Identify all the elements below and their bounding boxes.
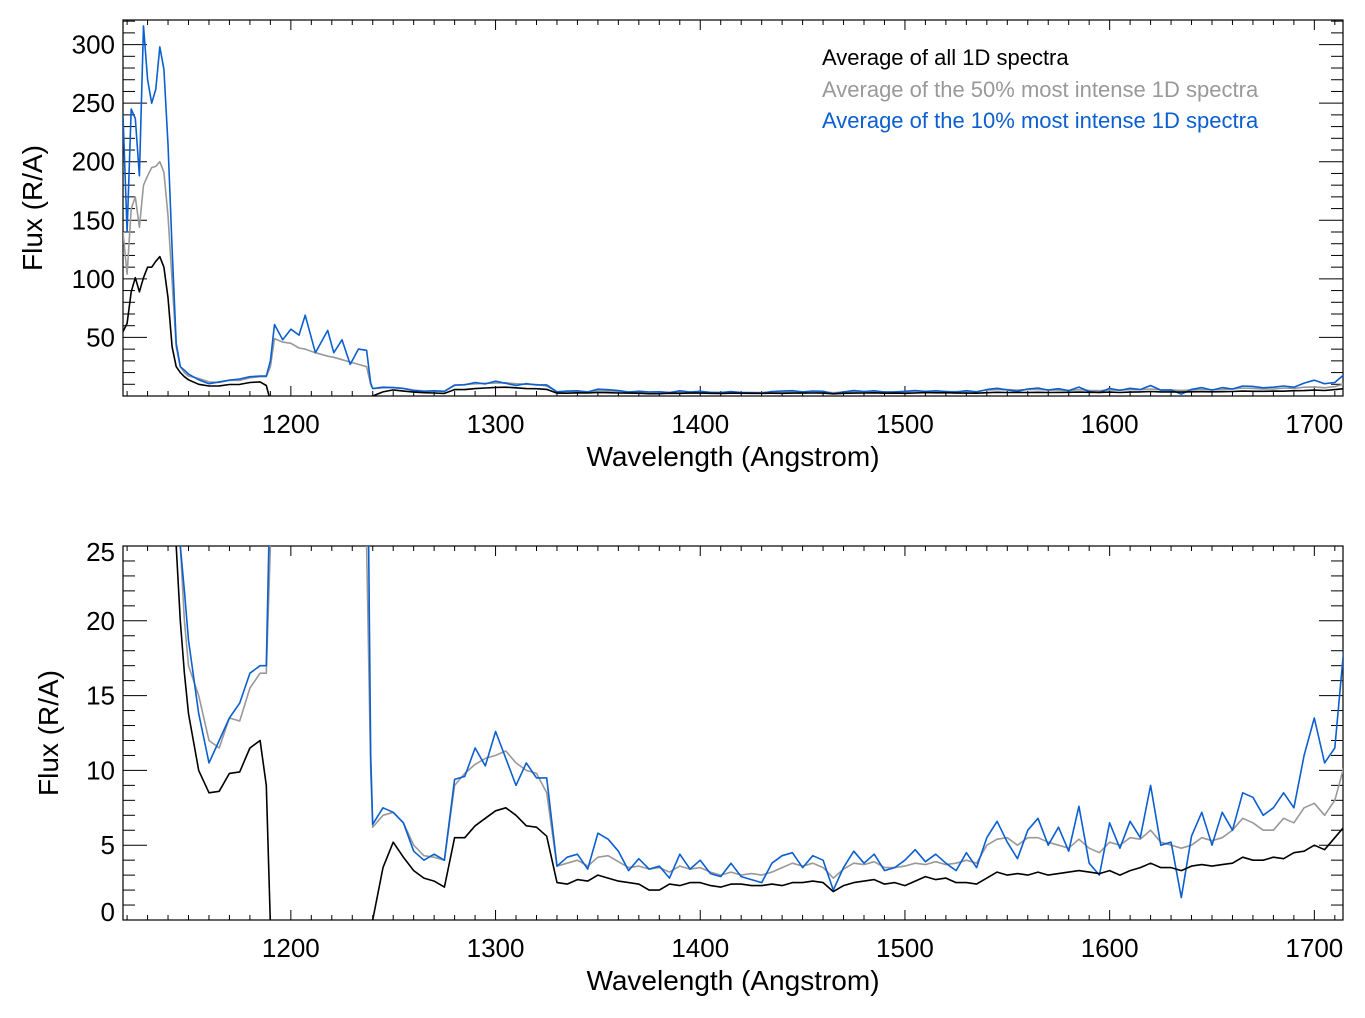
x-tick-label: 1200 (262, 933, 320, 963)
y-tick-label: 150 (72, 205, 115, 235)
x-tick-label: 1700 (1285, 933, 1343, 963)
series-group (175, 546, 1343, 920)
x-tick-label: 1400 (671, 933, 729, 963)
top-panel-full-range: 1200 1300 1400 1500 1600 1700 50 100 150 200 250 30… (17, 19, 1344, 472)
series-line-50pct (179, 546, 1343, 879)
y-tick-label: 25 (86, 537, 115, 567)
y-tick-label: 50 (86, 322, 115, 352)
x-axis-title: Wavelength (Angstrom) (586, 441, 879, 472)
y-tick-label: 300 (72, 30, 115, 60)
y-tick-label: 0 (101, 897, 115, 927)
x-tick-label: 1500 (876, 409, 934, 439)
x-tick-label: 1200 (262, 409, 320, 439)
y-tick-label: 10 (86, 755, 115, 785)
y-tick-label: 200 (72, 147, 115, 177)
x-axis-title: Wavelength (Angstrom) (586, 965, 879, 996)
legend-entry-10pct: Average of the 10% most intense 1D spect… (822, 108, 1259, 133)
plot-frame (122, 545, 1344, 921)
x-tick-label: 1600 (1081, 409, 1139, 439)
legend-entry-50pct: Average of the 50% most intense 1D spect… (822, 77, 1259, 102)
y-tick-label: 250 (72, 88, 115, 118)
series-line-all (175, 546, 1343, 920)
y-axis-title: Flux (R/A) (17, 145, 48, 271)
x-tick-label: 1300 (467, 933, 525, 963)
y-tick-label: 20 (86, 606, 115, 636)
legend: Average of all 1D spectra Average of the… (822, 45, 1259, 133)
series-line-10pct (179, 546, 1343, 899)
x-tick-label: 1300 (467, 409, 525, 439)
legend-entry-all: Average of all 1D spectra (822, 45, 1069, 70)
series-group (123, 25, 1343, 396)
bottom-panel-zoomed: 1200 1300 1400 1500 1600 1700 0 5 10 15 20 25 Wavele… (33, 537, 1344, 996)
y-tick-label: 100 (72, 264, 115, 294)
plot-frame (122, 19, 1344, 397)
y-axis-title: Flux (R/A) (33, 670, 64, 796)
series-line-10pct (123, 25, 1343, 395)
x-tick-label: 1700 (1285, 409, 1343, 439)
y-tick-label: 15 (86, 681, 115, 711)
series-line-all (123, 255, 1343, 396)
x-tick-label: 1500 (876, 933, 934, 963)
x-tick-label: 1400 (671, 409, 729, 439)
x-tick-label: 1600 (1081, 933, 1139, 963)
series-line-50pct (123, 160, 1343, 394)
y-tick-label: 5 (101, 830, 115, 860)
